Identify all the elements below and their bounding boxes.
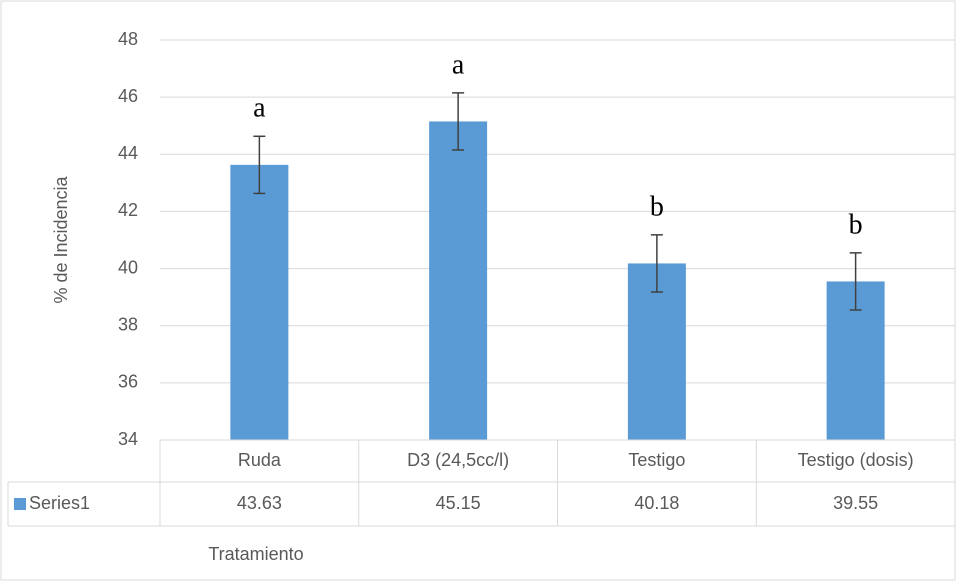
bar [627, 263, 686, 440]
table-value: 43.63 [237, 493, 282, 513]
y-axis-label: % de Incidencia [51, 175, 71, 303]
y-tick-label: 36 [118, 372, 138, 392]
table-value: 40.18 [634, 493, 679, 513]
x-tick-label: D3 (24,5cc/l) [407, 450, 509, 470]
y-tick-label: 40 [118, 257, 138, 277]
x-tick-label: Ruda [238, 450, 282, 470]
y-tick-label: 42 [118, 200, 138, 220]
x-axis-label: Tratamiento [208, 544, 303, 564]
y-tick-label: 46 [118, 86, 138, 106]
bar [230, 164, 289, 440]
table-value: 45.15 [436, 493, 481, 513]
y-tick-label: 48 [118, 29, 138, 49]
x-tick-label: Testigo [628, 450, 685, 470]
y-tick-label: 44 [118, 143, 138, 163]
annotation: b [650, 191, 664, 222]
y-tick-label: 34 [118, 429, 138, 449]
legend-swatch [14, 498, 26, 510]
y-tick-label: 38 [118, 314, 138, 334]
annotation: a [253, 93, 266, 124]
annotation: a [452, 49, 465, 80]
bar [429, 121, 488, 440]
annotation: b [849, 209, 863, 240]
legend-label: Series1 [29, 493, 90, 513]
x-tick-label: Testigo (dosis) [798, 450, 914, 470]
table-value: 39.55 [833, 493, 878, 513]
